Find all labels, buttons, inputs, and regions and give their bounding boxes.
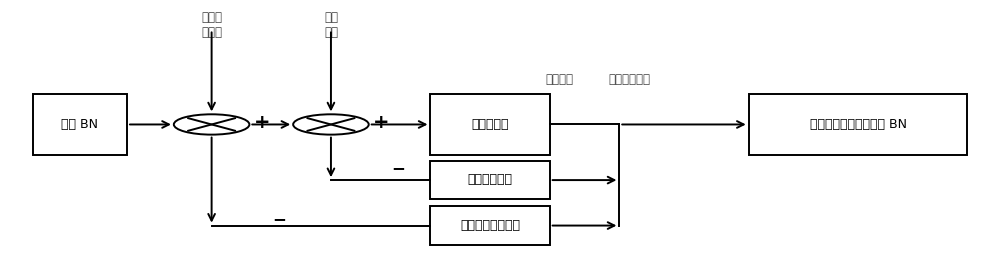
Bar	[430, 94, 550, 155]
Text: −: −	[392, 159, 406, 177]
Bar	[749, 94, 967, 155]
Bar	[430, 206, 550, 245]
Text: +: +	[253, 113, 270, 132]
Bar	[33, 94, 127, 155]
Text: 温度测量装置: 温度测量装置	[468, 173, 513, 186]
Circle shape	[293, 114, 369, 135]
Bar	[430, 161, 550, 199]
Text: 放电功率测量装置: 放电功率测量装置	[460, 219, 520, 232]
Text: −: −	[272, 210, 286, 228]
Text: 输出温度: 输出温度	[546, 73, 574, 86]
Text: 输出放电功率: 输出放电功率	[608, 73, 650, 86]
Circle shape	[174, 114, 249, 135]
Text: 给定放
电功率: 给定放 电功率	[201, 11, 222, 39]
Text: 等离子体区: 等离子体区	[471, 118, 509, 131]
Text: 给定
温度: 给定 温度	[324, 11, 338, 39]
Text: +: +	[373, 113, 389, 132]
Text: 输出等离子体处理后的 BN: 输出等离子体处理后的 BN	[810, 118, 906, 131]
Text: 放置 BN: 放置 BN	[61, 118, 98, 131]
